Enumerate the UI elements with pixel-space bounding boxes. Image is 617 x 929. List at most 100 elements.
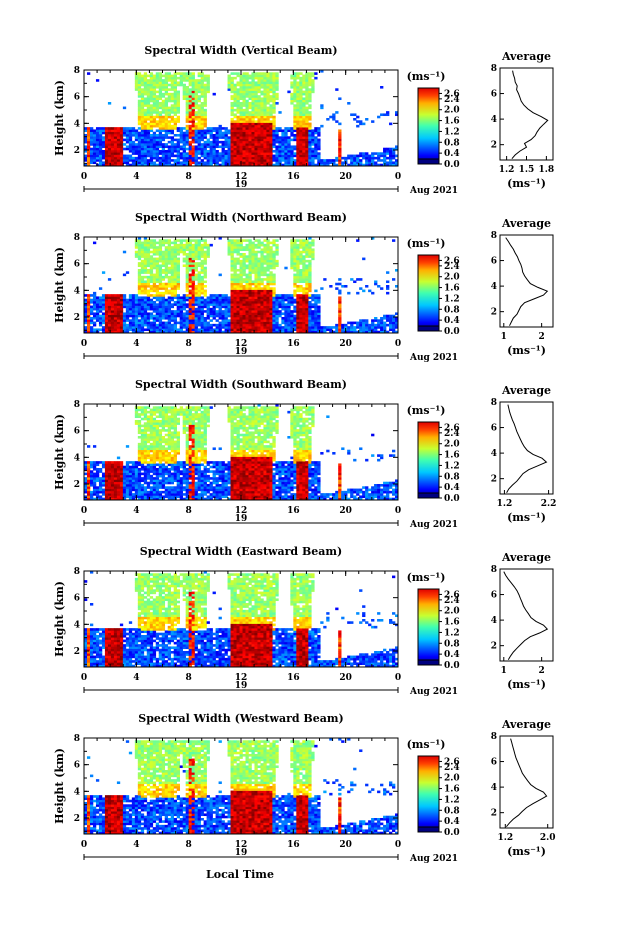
panel-title: Spectral Width (Southward Beam) (135, 378, 347, 391)
x-tick-label: 4 (133, 339, 139, 349)
avg-profile-line (503, 571, 549, 660)
colorbar (417, 254, 440, 332)
y-tick-label: 4 (74, 286, 80, 296)
avg-y-tick-label: 4 (491, 616, 497, 626)
x-tick-label: 0 (395, 840, 401, 850)
colorbar-floor (417, 325, 440, 332)
colorbar-tick-label: 2.4 (444, 763, 460, 773)
colorbar-tick-label: 0.8 (444, 806, 460, 816)
y-tick-label: 4 (74, 787, 80, 797)
y-tick-label: 6 (74, 260, 80, 270)
x-tick-label: 0 (81, 339, 87, 349)
colorbar-tick-label: 0.8 (444, 472, 460, 482)
y-tick-label: 2 (74, 480, 80, 490)
y-axis-label: Height (km) (53, 247, 66, 323)
colorbar (417, 421, 440, 499)
colorbar-tick-label: 2.0 (444, 440, 460, 450)
heatmap-cells (84, 70, 399, 167)
x-tick-label: 0 (395, 172, 401, 182)
x-tick-label: 12 (235, 172, 248, 182)
day-label: 19 (235, 848, 248, 858)
colorbar-tick-label: 1.6 (444, 117, 460, 127)
panel-title: Spectral Width (Northward Beam) (135, 211, 347, 224)
colorbar-tick-label: 1.2 (444, 294, 460, 304)
colorbar-unit: (ms⁻¹) (407, 738, 446, 751)
x-tick-label: 12 (235, 506, 248, 516)
avg-unit: (ms⁻¹) (507, 511, 546, 524)
x-tick-label: 0 (395, 506, 401, 516)
colorbar-tick-label: 0.4 (444, 817, 460, 827)
x-tick-label: 20 (339, 506, 352, 516)
colorbar-tick-label: 1.6 (444, 618, 460, 628)
avg-unit: (ms⁻¹) (507, 177, 546, 190)
x-tick-label: 12 (235, 673, 248, 683)
avg-x-tick-label: 1.2 (497, 833, 513, 843)
colorbar-tick-label: 0.8 (444, 305, 460, 315)
avg-y-tick-label: 6 (491, 90, 497, 100)
avg-x-tick-label: 1.2 (499, 165, 515, 175)
colorbar-tick-label: 0.8 (444, 138, 460, 148)
colorbar-tick-label: 0.0 (444, 160, 460, 170)
colorbar-tick-label: 1.6 (444, 451, 460, 461)
panel-2: Spectral Width (Southward Beam) 2 4 6 8 0 4 8 12… (53, 378, 556, 530)
x-tick-label: 20 (339, 673, 352, 683)
colorbar-floor (417, 492, 440, 499)
x-tick-label: 4 (133, 172, 139, 182)
colorbar-tick-label: 2.4 (444, 95, 460, 105)
avg-y-tick-label: 4 (491, 115, 497, 125)
colorbar-unit: (ms⁻¹) (407, 404, 446, 417)
avg-frame (499, 234, 554, 328)
y-tick-label: 6 (74, 427, 80, 437)
avg-y-tick-label: 4 (491, 783, 497, 793)
x-tick-label: 8 (186, 840, 192, 850)
colorbar (417, 588, 440, 666)
day-label: 19 (235, 681, 248, 691)
avg-x-tick-label: 1 (501, 666, 507, 676)
avg-y-tick-label: 4 (491, 282, 497, 292)
colorbar (417, 755, 440, 833)
avg-y-tick-label: 8 (491, 565, 497, 575)
colorbar-tick-label: 1.2 (444, 795, 460, 805)
colorbar-tick-label: 2.6 (444, 590, 460, 600)
avg-unit: (ms⁻¹) (507, 344, 546, 357)
heatmap-cells (84, 404, 399, 501)
x-tick-label: 4 (133, 673, 139, 683)
month-label: Aug 2021 (409, 854, 458, 864)
y-axis-label: Height (km) (53, 581, 66, 657)
y-tick-label: 6 (74, 594, 80, 604)
avg-y-tick-label: 2 (491, 141, 497, 151)
colorbar-tick-label: 1.2 (444, 628, 460, 638)
x-tick-label: 16 (287, 339, 300, 349)
avg-y-tick-label: 8 (491, 231, 497, 241)
colorbar-floor (417, 659, 440, 666)
x-axis-label: Local Time (206, 868, 274, 881)
avg-profile-line (506, 738, 548, 828)
y-axis-label: Height (km) (53, 80, 66, 156)
y-tick-label: 2 (74, 313, 80, 323)
colorbar-tick-label: 1.6 (444, 284, 460, 294)
day-label: 19 (235, 514, 248, 524)
colorbar-unit: (ms⁻¹) (407, 237, 446, 250)
avg-profile-line (505, 237, 549, 326)
colorbar-tick-label: 0.4 (444, 149, 460, 159)
x-tick-label: 20 (339, 840, 352, 850)
colorbar-tick-label: 0.4 (444, 650, 460, 660)
x-tick-label: 0 (81, 673, 87, 683)
avg-x-tick-label: 2 (539, 332, 545, 342)
month-label: Aug 2021 (409, 353, 458, 363)
x-tick-label: 16 (287, 673, 300, 683)
colorbar-tick-label: 0.4 (444, 483, 460, 493)
colorbar-tick-label: 2.4 (444, 262, 460, 272)
month-label: Aug 2021 (409, 520, 458, 530)
avg-x-tick-label: 2.2 (541, 499, 557, 509)
colorbar-tick-label: 2.6 (444, 423, 460, 433)
avg-y-tick-label: 4 (491, 449, 497, 459)
x-tick-label: 8 (186, 673, 192, 683)
panel-title: Spectral Width (Vertical Beam) (144, 44, 337, 57)
avg-title: Average (501, 50, 551, 63)
avg-x-tick-label: 2 (539, 666, 545, 676)
colorbar-tick-label: 1.2 (444, 461, 460, 471)
day-label: 19 (235, 347, 248, 357)
avg-y-tick-label: 6 (491, 591, 497, 601)
